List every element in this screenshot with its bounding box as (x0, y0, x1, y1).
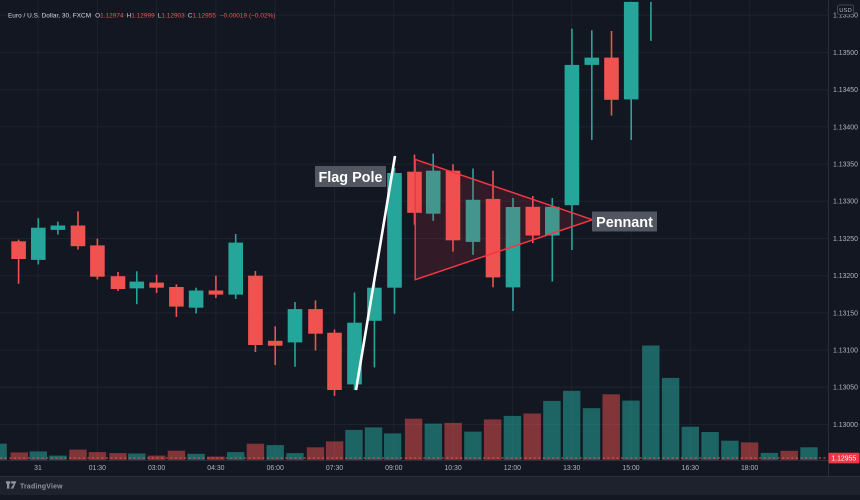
svg-text:1.13000: 1.13000 (833, 422, 858, 429)
svg-text:Flag Pole: Flag Pole (319, 170, 383, 186)
svg-text:1.13300: 1.13300 (833, 199, 858, 206)
svg-text:TradingView: TradingView (20, 483, 63, 490)
svg-text:1.13350: 1.13350 (833, 162, 858, 169)
svg-text:1.13150: 1.13150 (833, 310, 858, 317)
svg-text:1.13550: 1.13550 (833, 13, 858, 20)
svg-text:1.13200: 1.13200 (833, 273, 858, 280)
svg-text:15:00: 15:00 (622, 465, 639, 472)
svg-text:1.12955: 1.12955 (831, 455, 856, 462)
svg-text:1.13500: 1.13500 (833, 50, 858, 57)
svg-text:10:30: 10:30 (444, 465, 461, 472)
svg-text:16:30: 16:30 (682, 465, 699, 472)
svg-text:31: 31 (34, 465, 42, 472)
svg-text:1.13400: 1.13400 (833, 124, 858, 131)
svg-text:12:00: 12:00 (504, 465, 521, 472)
svg-text:Pennant: Pennant (596, 215, 653, 231)
svg-text:04:30: 04:30 (207, 465, 224, 472)
svg-text:1.13100: 1.13100 (833, 348, 858, 355)
svg-text:03:00: 03:00 (148, 465, 165, 472)
svg-text:1.13450: 1.13450 (833, 87, 858, 94)
svg-text:13:30: 13:30 (563, 465, 580, 472)
svg-text:01:30: 01:30 (89, 465, 106, 472)
svg-text:1.13250: 1.13250 (833, 236, 858, 243)
svg-text:1.13050: 1.13050 (833, 385, 858, 392)
svg-text:USD: USD (839, 8, 851, 14)
svg-text:18:00: 18:00 (741, 465, 758, 472)
svg-text:09:00: 09:00 (385, 465, 402, 472)
svg-text:07:30: 07:30 (326, 465, 343, 472)
svg-text:06:00: 06:00 (267, 465, 284, 472)
